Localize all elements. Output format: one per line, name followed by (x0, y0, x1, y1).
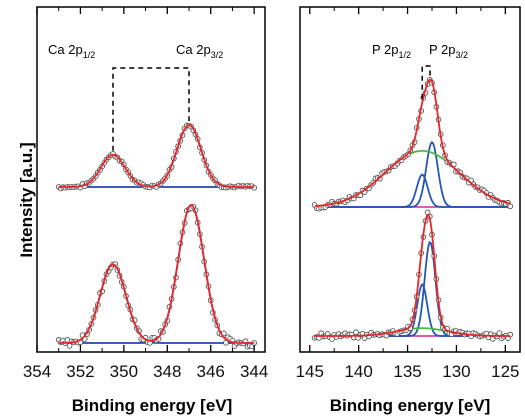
component-curve (58, 204, 255, 344)
x-tick-label: 350 (110, 362, 138, 381)
right-x-axis-label: Binding energy [eV] (330, 396, 491, 415)
p-doublet-connector (421, 65, 431, 99)
component-curve (58, 124, 255, 188)
ca-2p12-label: Ca 2p1/2 (48, 42, 95, 60)
y-axis-label: Intensity [a.u.] (17, 142, 36, 257)
x-tick-label: 346 (197, 362, 225, 381)
x-tick-label: 352 (66, 362, 94, 381)
x-tick-label: 125 (491, 362, 519, 381)
data-point (66, 343, 73, 349)
fit-curve (314, 78, 511, 208)
fit-curve (58, 204, 255, 344)
right-panel-plot (311, 76, 514, 342)
data-point (353, 329, 359, 336)
left-panel-plot (55, 122, 257, 350)
x-tick-label: 135 (393, 362, 421, 381)
x-tick-label: 348 (153, 362, 181, 381)
component-curve (314, 140, 511, 208)
p-2p32-label: P 2p3/2 (429, 42, 468, 60)
x-tick-label: 140 (344, 362, 372, 381)
broad-component-curve (314, 149, 511, 208)
right-x-ticks: 145 140 135 130 125 (296, 7, 520, 381)
left-panel-frame (36, 6, 266, 353)
fit-curve (58, 124, 255, 188)
doublet-connectors (112, 65, 431, 151)
p-2p12-label: P 2p1/2 (372, 42, 411, 60)
ca-2p32-label: Ca 2p3/2 (176, 42, 223, 60)
x-tick-label: 344 (240, 362, 268, 381)
x-tick-label: 145 (296, 362, 324, 381)
data-point (507, 203, 514, 210)
ca-doublet-connector (112, 67, 190, 151)
left-x-ticks: 354 352 350 348 346 344 (23, 7, 268, 381)
left-x-axis-label: Binding energy [eV] (72, 396, 233, 415)
fit-curve (314, 213, 511, 337)
x-tick-label: 354 (23, 362, 51, 381)
data-point (496, 330, 503, 336)
x-tick-label: 130 (442, 362, 470, 381)
right-panel-frame (299, 6, 521, 353)
